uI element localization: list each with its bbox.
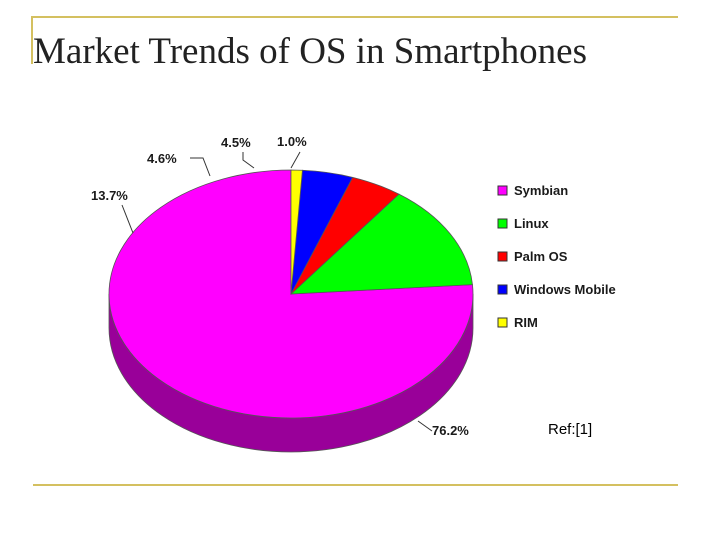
slice-symbian [108,169,474,419]
legend-swatch-palm-os [497,251,508,262]
legend-label-windows-mobile: Windows Mobile [514,282,616,297]
legend-label-palm-os: Palm OS [514,249,568,264]
legend-label-symbian: Symbian [514,183,568,198]
legend-swatch-windows-mobile [497,284,508,295]
data-label-linux: 13.7% [91,188,128,203]
legend-swatch-linux [497,218,508,229]
leader-line-linux [121,204,134,234]
leader-line-palm-os [190,157,211,177]
slice-linux [289,193,473,295]
slide-title: Market Trends of OS in Smartphones [33,31,587,72]
legend-swatch-rim [497,317,508,328]
data-label-symbian: 76.2% [432,423,469,438]
legend-swatch-symbian [497,185,508,196]
data-label-palm-os: 4.6% [147,151,177,166]
data-label-rim: 1.0% [277,134,307,149]
leader-line-windows-mobile [242,152,255,169]
left-tick [31,16,33,64]
reference-note: Ref:[1] [548,421,593,438]
leader-line-rim [290,151,301,169]
slice-rim [290,169,303,295]
leader-line-symbian [417,420,433,432]
legend-label-rim: RIM [514,315,538,330]
legend-label-linux: Linux [514,216,549,231]
top-rule [33,16,678,18]
data-label-windows-mobile: 4.5% [221,135,251,150]
bottom-rule [33,484,678,486]
